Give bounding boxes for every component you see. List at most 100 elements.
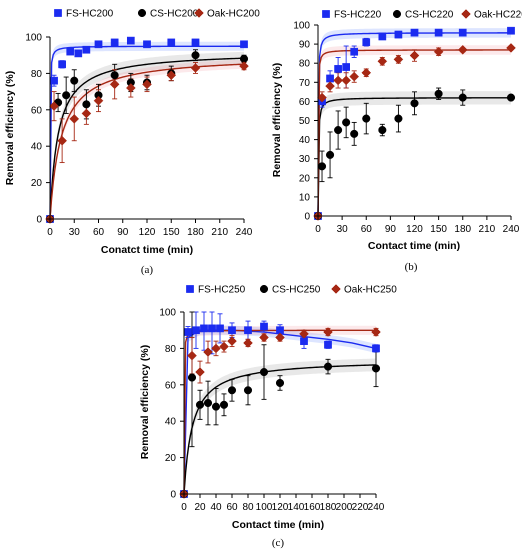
oak-data-point (57, 135, 67, 146)
fs-data-point (507, 26, 515, 35)
panel-c-label: (c) (272, 537, 285, 549)
oak-data-point (81, 108, 92, 119)
cs-data-point (243, 386, 253, 395)
panel-b-x-tick-label: 210 (479, 224, 496, 235)
fs-data-point (110, 38, 119, 47)
fs-data-point (82, 45, 91, 54)
panel-b-y-tick-label: 30 (299, 154, 311, 165)
panel-a: 0 30 60 90 120 150 180 210 240 0 20 40 60 80 100 Conatc… (4, 8, 260, 276)
panel-c-x-tick-label: 220 (352, 502, 369, 513)
oak-data-point (349, 71, 360, 82)
fs-data-point (228, 326, 236, 335)
panel-c-axes: 0 20 40 60 80 100 120 140 160 180 200 220 2400204060… (139, 308, 385, 532)
oak-data-point (93, 95, 104, 106)
cs-data-point (371, 364, 381, 373)
panel-a-legend: FS-HC200 CS-HC200 Oak-HC200 (54, 8, 260, 20)
oak-data-point (195, 367, 205, 377)
oak-legend-label: Oak-HC200 (207, 9, 260, 20)
fs-data-point (326, 74, 334, 83)
fs-data-point (74, 49, 83, 58)
panel-b-y-tick-label: 20 (299, 173, 311, 184)
fs-data-point (191, 38, 200, 47)
oak-data-point (166, 70, 177, 81)
fs-legend-marker (54, 9, 62, 17)
oak-data-point (433, 46, 444, 57)
panel-c-x-tick-label: 20 (194, 502, 206, 513)
panel-c-x-tick-label: 60 (226, 502, 238, 513)
panel-b-x-tick-label: 90 (385, 224, 397, 235)
panel-a-x-tick-label: 30 (69, 227, 81, 238)
panel-b-y-tick-label: 60 (299, 97, 311, 108)
fs-data-point (244, 326, 252, 335)
cs-fit-line (49, 57, 245, 220)
panel-c-x-tick-label: 160 (304, 502, 321, 513)
panel-c-fit-lines (183, 329, 377, 495)
panel-a-x-tick-label: 150 (163, 227, 180, 238)
oak-legend-marker (461, 9, 471, 19)
cs-data-point (323, 362, 333, 371)
panel-b-y-tick-label: 100 (293, 21, 310, 32)
panel-a-y-tick-label: 40 (31, 142, 43, 153)
oak-legend-label: Oak-HC250 (344, 285, 397, 296)
fs-legend-label: FS-HC200 (66, 9, 114, 20)
panel-c-x-tick-label: 0 (181, 502, 187, 513)
cs-data-point (211, 402, 221, 411)
oak-data-point (317, 92, 327, 103)
panel-c-x-tick-label: 140 (288, 502, 305, 513)
fs-data-point (260, 322, 268, 331)
cs-confidence-band (318, 91, 511, 216)
cs-data-point (62, 91, 71, 100)
panel-c-y-tick-label: 100 (159, 308, 176, 319)
panel-b-axes: 0 30 60 90 120 150 180 210 240 0 10 20 30 40 50 60 70 80 9… (271, 21, 520, 253)
fs-data-point (167, 38, 176, 47)
panel-c-legend: FS-HC250 CS-HC250 Oak-HC250 (186, 284, 397, 296)
oak-fit-line (317, 49, 511, 217)
oak-data-point (275, 332, 285, 343)
panel-a-x-axis-title: Conatct time (min) (101, 244, 193, 256)
oak-data-point (377, 56, 388, 67)
panel-a-x-tick-label: 210 (211, 227, 228, 238)
cs-data-point (317, 162, 327, 171)
oak-fit-line (49, 63, 245, 220)
cs-fit-line (183, 364, 377, 495)
panel-a-y-tick-label: 100 (25, 33, 42, 44)
cs-data-point (110, 71, 119, 80)
oak-data-point (371, 327, 381, 337)
fs-legend-label: FS-HC250 (198, 285, 246, 296)
oak-data-point (243, 338, 253, 348)
panel-a-y-tick-label: 80 (31, 69, 43, 80)
oak-data-point (393, 54, 404, 65)
cs-legend-marker (137, 8, 147, 18)
cs-legend-label: CS-HC220 (405, 10, 454, 21)
panel-a-x-tick-label: 90 (117, 227, 129, 238)
oak-data-point (361, 67, 372, 78)
cs-data-point (458, 93, 467, 102)
cs-data-point (219, 400, 229, 409)
panel-c-x-axis-title: Contact time (min) (232, 519, 324, 531)
fs-data-point (143, 40, 151, 49)
cs-data-point (326, 150, 335, 159)
panel-b-y-tick-label: 90 (299, 40, 311, 51)
fs-data-point (94, 40, 103, 49)
panel-c-y-tick-label: 60 (165, 380, 177, 391)
panel-b-legend: FS-HC220 CS-HC220 Oak-HC220 (322, 9, 522, 21)
panel-b-y-tick-label: 50 (299, 116, 311, 127)
panel-a-y-tick-label: 0 (36, 215, 42, 226)
panel-b-x-tick-label: 180 (454, 224, 471, 235)
panel-b-y-axis-title: Removal efficiency (%) (271, 63, 283, 177)
cs-data-point (227, 386, 237, 395)
panel-c-y-tick-label: 40 (165, 417, 177, 428)
fs-data-point (126, 36, 135, 45)
fs-confidence-band (184, 325, 376, 494)
panel-b-x-tick-label: 150 (430, 224, 447, 235)
cs-data-point (275, 378, 285, 388)
cs-data-point (191, 51, 200, 60)
cs-data-point (362, 114, 371, 123)
panel-b-data-points (313, 26, 516, 221)
panel-b-y-tick-label: 80 (299, 59, 311, 70)
panel-b-y-tick-label: 0 (304, 212, 310, 223)
fs-data-point (342, 63, 350, 71)
panel-b-x-tick-label: 240 (503, 224, 520, 235)
cs-data-point (259, 368, 269, 377)
